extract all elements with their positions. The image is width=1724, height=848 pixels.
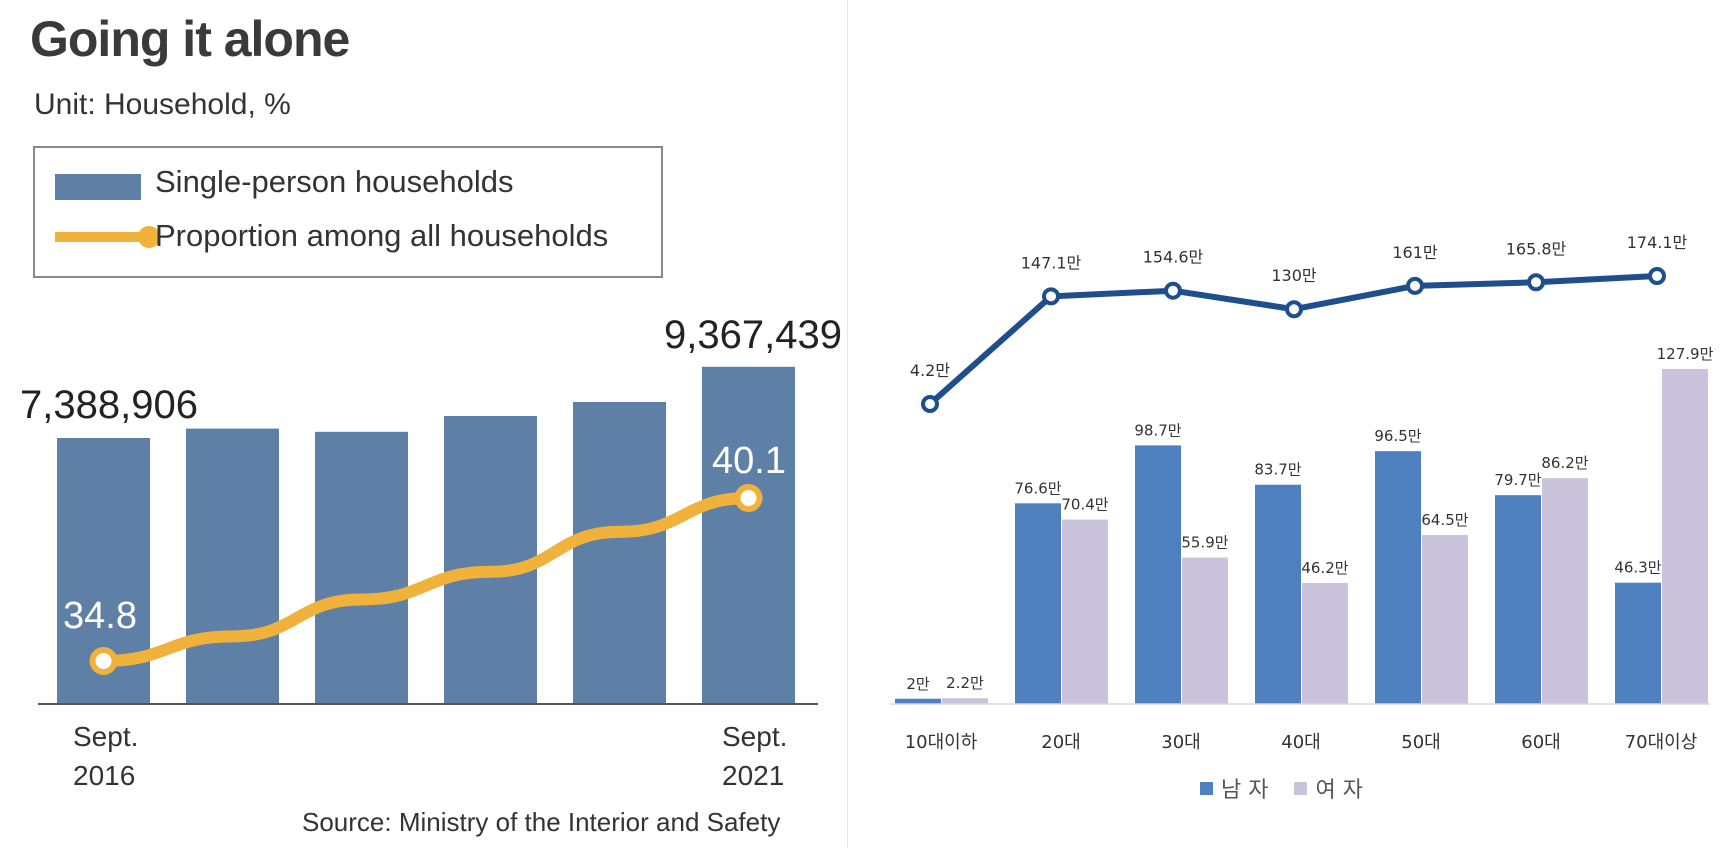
first-pct-label: 34.8 [63, 595, 137, 637]
legend-line-swatch [55, 226, 160, 248]
legend-female-swatch [1294, 781, 1308, 795]
female-bar [1302, 582, 1348, 704]
category-label: 40대 [1281, 732, 1320, 753]
female-value-label: 86.2만 [1541, 454, 1588, 472]
total-point [1648, 267, 1666, 285]
total-point [1164, 281, 1182, 300]
total-value-label: 165.8만 [1506, 239, 1567, 258]
female-value-label: 64.5만 [1421, 511, 1468, 529]
female-bar [1542, 478, 1588, 704]
x-tick-last-line1: Sept. [722, 721, 787, 752]
household-bar [315, 431, 408, 704]
male-value-label: 46.3만 [1614, 559, 1661, 577]
total-value-label: 161만 [1392, 243, 1438, 262]
household-bar [573, 401, 666, 704]
household-bar [444, 416, 537, 704]
female-value-label: 46.2만 [1301, 559, 1348, 577]
male-value-label: 2만 [906, 675, 930, 693]
right-legend: 남 자 여 자 [1200, 772, 1363, 804]
total-value-label: 4.2만 [910, 361, 950, 380]
legend-female-label: 여 자 [1315, 778, 1363, 803]
x-tick-last-line2: 2021 [722, 760, 784, 791]
household-bar [186, 428, 279, 704]
total-value-label: 154.6만 [1143, 248, 1204, 267]
category-label: 20대 [1041, 732, 1080, 753]
category-label: 10대이하 [905, 732, 978, 753]
female-value-label: 127.9만 [1657, 345, 1714, 363]
female-bar [942, 698, 988, 704]
x-tick-first-line1: Sept. [73, 721, 138, 752]
male-value-label: 98.7만 [1134, 421, 1181, 439]
household-bar [702, 366, 795, 704]
chart-unit: Unit: Household, % [34, 88, 291, 121]
proportion-point [734, 484, 763, 512]
right-chart-panel: 2만 2.2만 10대이하 76.6만 70.4만 20대 98.7만 55.9만 30대 83.… [850, 0, 1724, 848]
male-bar [1135, 445, 1181, 704]
male-value-label: 76.6만 [1014, 479, 1061, 497]
x-tick-first-line2: 2016 [73, 760, 135, 791]
proportion-line [97, 492, 755, 667]
legend-bar-swatch [55, 174, 141, 200]
total-point [1042, 287, 1060, 306]
male-bar [1255, 484, 1301, 704]
legend-bar-label: Single-person households [155, 164, 514, 199]
total-line [928, 273, 1658, 407]
last-bar-value-label: 9,367,439 [664, 313, 842, 357]
total-value-label: 174.1만 [1627, 233, 1688, 252]
male-value-label: 83.7만 [1254, 461, 1301, 479]
female-bar [1422, 535, 1468, 704]
female-value-label: 70.4만 [1061, 496, 1108, 514]
total-point [921, 395, 939, 413]
male-bar [1495, 495, 1541, 704]
male-value-label: 96.5만 [1374, 427, 1421, 445]
legend-line-label: Proportion among all households [155, 218, 609, 253]
left-chart-plot: 7,388,906 9,367,439 34.8 40.1 Sept. 2016… [20, 313, 842, 791]
left-chart-panel: Going it alone Unit: Household, % Single… [0, 0, 848, 848]
female-value-label: 2.2만 [946, 674, 984, 692]
category-label: 30대 [1161, 732, 1200, 753]
source-note: Source: Ministry of the Interior and Saf… [302, 807, 781, 837]
first-bar-value-label: 7,388,906 [20, 383, 198, 427]
legend: Single-person households Proportion amon… [33, 146, 663, 278]
category-label: 70대이상 [1625, 732, 1698, 753]
total-point [1285, 300, 1303, 319]
male-bar [1375, 451, 1421, 704]
female-bar [1062, 519, 1108, 704]
female-bar [1662, 368, 1708, 704]
total-value-label: 130만 [1271, 266, 1317, 285]
female-value-label: 55.9만 [1181, 534, 1228, 552]
total-value-label: 147.1만 [1021, 253, 1082, 272]
category-label: 60대 [1521, 732, 1560, 753]
category-label: 50대 [1401, 732, 1440, 753]
legend-male-swatch [1200, 781, 1213, 795]
chart-title: Going it alone [30, 11, 350, 67]
last-pct-label: 40.1 [712, 440, 786, 482]
total-point [1527, 273, 1545, 292]
male-bar [1615, 582, 1661, 704]
male-bar [895, 698, 941, 704]
male-value-label: 79.7만 [1494, 471, 1541, 489]
proportion-point [89, 647, 118, 675]
male-bar [1015, 503, 1061, 704]
legend-male-label: 남 자 [1221, 778, 1269, 803]
female-bar [1182, 557, 1228, 704]
total-point [1406, 276, 1424, 295]
